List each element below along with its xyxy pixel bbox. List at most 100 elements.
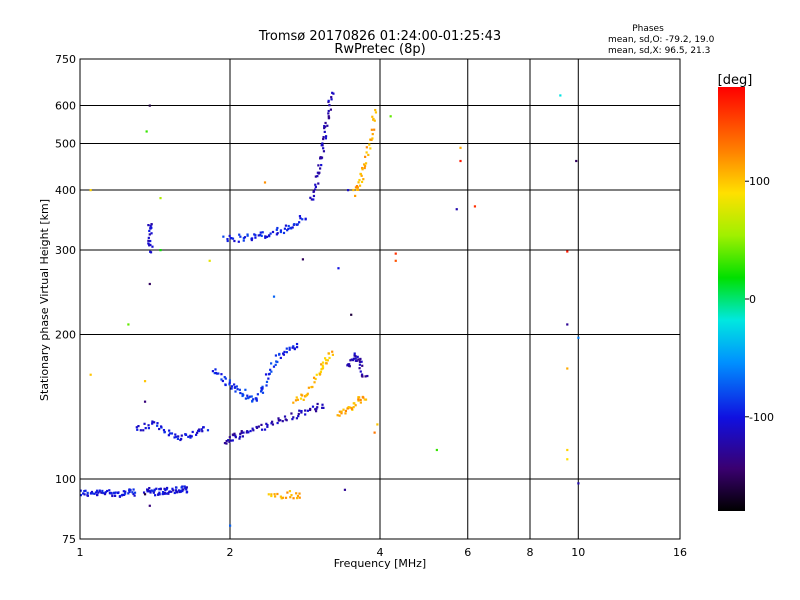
echo-point — [246, 430, 249, 433]
echo-point — [288, 348, 291, 351]
echo-point — [373, 431, 376, 434]
echo-point — [147, 239, 150, 242]
echo-point — [142, 491, 146, 494]
colorbar — [718, 87, 745, 511]
echo-point — [265, 235, 269, 238]
echo-point — [257, 234, 260, 237]
echo-point — [112, 491, 116, 494]
echo-point — [272, 295, 276, 298]
echo-point — [328, 356, 331, 360]
echo-point — [149, 239, 152, 243]
echo-point — [323, 127, 326, 130]
echo-point — [274, 363, 277, 366]
echo-point — [389, 115, 392, 118]
echo-point — [106, 489, 109, 493]
x-tick-label: 6 — [464, 546, 471, 559]
echo-point — [174, 433, 177, 436]
echo-point — [359, 357, 362, 361]
echo-point — [295, 342, 299, 346]
echo-point — [349, 406, 352, 409]
echo-point — [347, 406, 350, 409]
echo-point — [86, 494, 89, 497]
echo-point — [118, 495, 122, 498]
echo-point — [242, 393, 245, 397]
echo-point — [83, 490, 86, 493]
echo-point — [324, 121, 327, 125]
echo-point — [321, 366, 325, 369]
y-tick-label: 100 — [55, 473, 76, 486]
echo-point — [326, 359, 329, 362]
echo-point — [566, 458, 569, 461]
echo-point — [291, 346, 294, 349]
echo-point — [265, 422, 268, 425]
echo-point — [296, 223, 299, 226]
colorbar-tick-label: 0 — [749, 293, 756, 306]
echo-point — [354, 355, 357, 358]
echo-point — [238, 437, 241, 440]
echo-point — [355, 185, 359, 188]
data-points — [79, 91, 580, 527]
echo-point — [114, 491, 117, 494]
echo-point — [289, 496, 292, 499]
y-tick-label: 200 — [55, 329, 76, 342]
y-tick-label: 75 — [62, 533, 76, 546]
echo-point — [259, 231, 262, 234]
echo-point — [267, 377, 270, 380]
echo-point — [271, 420, 274, 423]
echo-point — [165, 492, 168, 495]
echo-point — [224, 383, 227, 387]
echo-point — [259, 390, 263, 393]
echo-point — [236, 388, 239, 391]
echo-point — [164, 488, 167, 492]
echo-point — [320, 363, 323, 366]
echo-point — [161, 492, 164, 496]
echo-point — [148, 104, 151, 107]
echo-point — [278, 352, 281, 356]
echo-point — [374, 108, 377, 112]
echo-point — [131, 491, 134, 494]
echo-point — [371, 132, 374, 136]
echo-point — [295, 396, 298, 399]
echo-point — [362, 396, 365, 399]
echo-point — [143, 422, 146, 425]
echo-point — [320, 156, 324, 159]
echo-point — [223, 376, 226, 379]
echo-point — [316, 406, 319, 409]
echo-point — [257, 425, 260, 428]
echo-point — [208, 259, 211, 262]
echo-point — [261, 385, 264, 388]
echo-point — [577, 482, 580, 485]
echo-point — [127, 323, 130, 326]
echo-point — [185, 491, 188, 494]
echo-point — [308, 408, 312, 412]
echo-point — [252, 398, 255, 401]
echo-point — [290, 412, 293, 415]
echo-point — [244, 388, 247, 391]
echo-point — [302, 398, 305, 401]
echo-point — [151, 422, 154, 425]
echo-point — [435, 448, 438, 452]
echo-point — [354, 194, 357, 198]
echo-point — [289, 226, 292, 230]
echo-point — [322, 150, 326, 153]
echo-point — [252, 429, 255, 432]
echo-point — [304, 409, 307, 412]
echo-point — [322, 147, 325, 150]
x-tick-label: 16 — [673, 546, 687, 559]
echo-point — [575, 159, 578, 163]
echo-point — [268, 234, 271, 237]
echo-point — [127, 492, 130, 495]
echo-point — [367, 153, 370, 157]
echo-point — [298, 409, 301, 412]
echo-point — [261, 387, 264, 390]
echo-point — [143, 400, 147, 403]
echo-point — [137, 425, 140, 428]
echo-point — [184, 433, 187, 437]
echo-point — [314, 410, 318, 413]
echo-point — [330, 98, 333, 101]
echo-point — [265, 380, 269, 384]
echo-point — [89, 373, 92, 376]
echo-point — [86, 491, 89, 494]
echo-point — [128, 490, 131, 493]
echo-point — [184, 486, 187, 489]
